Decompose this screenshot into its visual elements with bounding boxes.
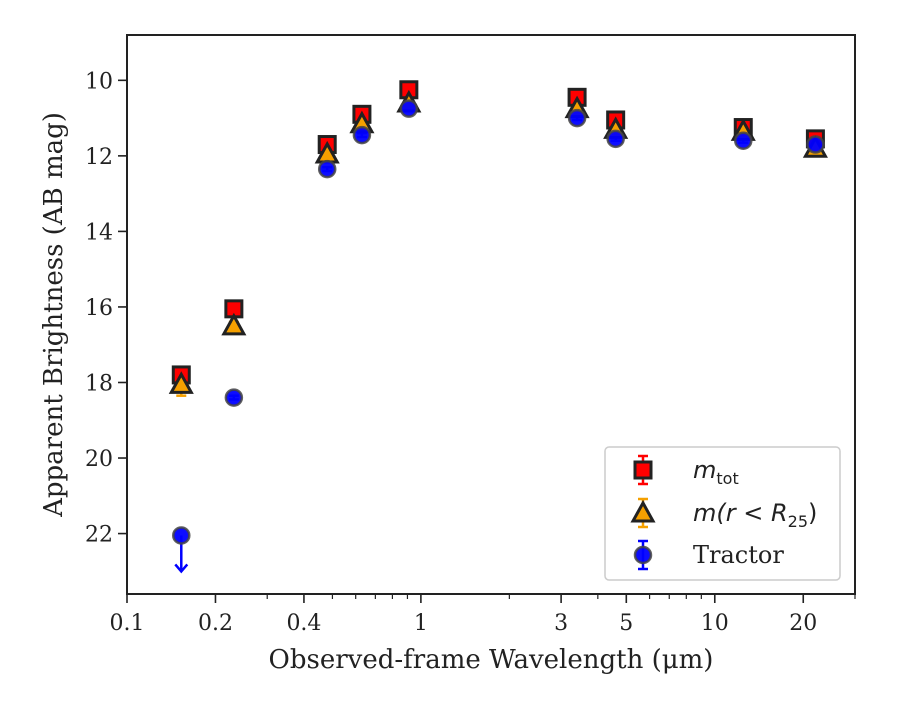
axis-ticks: 0.1 0.2 0.4 1 3 5 10 20 10 12 14 16 18 20 22 <box>85 69 856 636</box>
y-axis-label: Apparent Brightness (AB mag) <box>39 112 69 518</box>
point-circle <box>172 526 191 545</box>
x-axis-label: Observed-frame Wavelength (μm) <box>269 645 714 675</box>
point-circle <box>224 388 244 407</box>
point-circle <box>399 99 419 118</box>
legend-label-base: m(r < R <box>693 499 788 527</box>
y-tick-label: 22 <box>85 523 113 548</box>
point-circle <box>567 108 587 128</box>
plot-frame <box>126 34 856 595</box>
y-tick-label: 10 <box>85 69 113 94</box>
y-tick-label: 20 <box>85 447 113 472</box>
legend-box <box>604 446 841 581</box>
y-tick-label: 18 <box>85 371 113 396</box>
point-circle <box>606 129 625 149</box>
point-circle <box>317 159 337 179</box>
point-circle <box>806 135 825 154</box>
point-circle <box>352 125 372 145</box>
point-circle <box>734 131 753 151</box>
legend-label-subscript: tot <box>716 469 738 488</box>
legend-label-base: m <box>693 456 716 484</box>
x-tick-label: 0.4 <box>286 611 321 636</box>
x-tick-label: 20 <box>789 611 817 636</box>
point-triangle <box>168 371 194 394</box>
y-tick-label: 14 <box>85 220 113 245</box>
legend-marker-circle <box>633 545 653 565</box>
legend-label: m(r < R25) <box>693 499 817 531</box>
x-tick-label: 1 <box>414 611 428 636</box>
legend-label-close: ) <box>808 499 817 527</box>
upper-limit-arrowhead <box>174 563 189 574</box>
legend-label: Tractor <box>693 541 784 569</box>
x-tick-label: 10 <box>701 611 729 636</box>
x-tick-label: 0.1 <box>110 611 145 636</box>
y-tick-label: 12 <box>85 145 113 170</box>
point-triangle <box>221 312 247 336</box>
legend-label-subscript: 25 <box>788 512 808 531</box>
legend-marker-triangle <box>630 499 656 523</box>
legend-marker-square <box>633 460 653 480</box>
x-tick-label: 5 <box>619 611 633 636</box>
y-tick-label: 16 <box>85 296 113 321</box>
x-tick-label: 0.2 <box>198 611 233 636</box>
legend: mtot m(r < R25) Tractor <box>604 446 841 581</box>
x-tick-label: 3 <box>554 611 568 636</box>
legend-label: mtot <box>693 456 739 488</box>
data-markers <box>168 80 828 545</box>
